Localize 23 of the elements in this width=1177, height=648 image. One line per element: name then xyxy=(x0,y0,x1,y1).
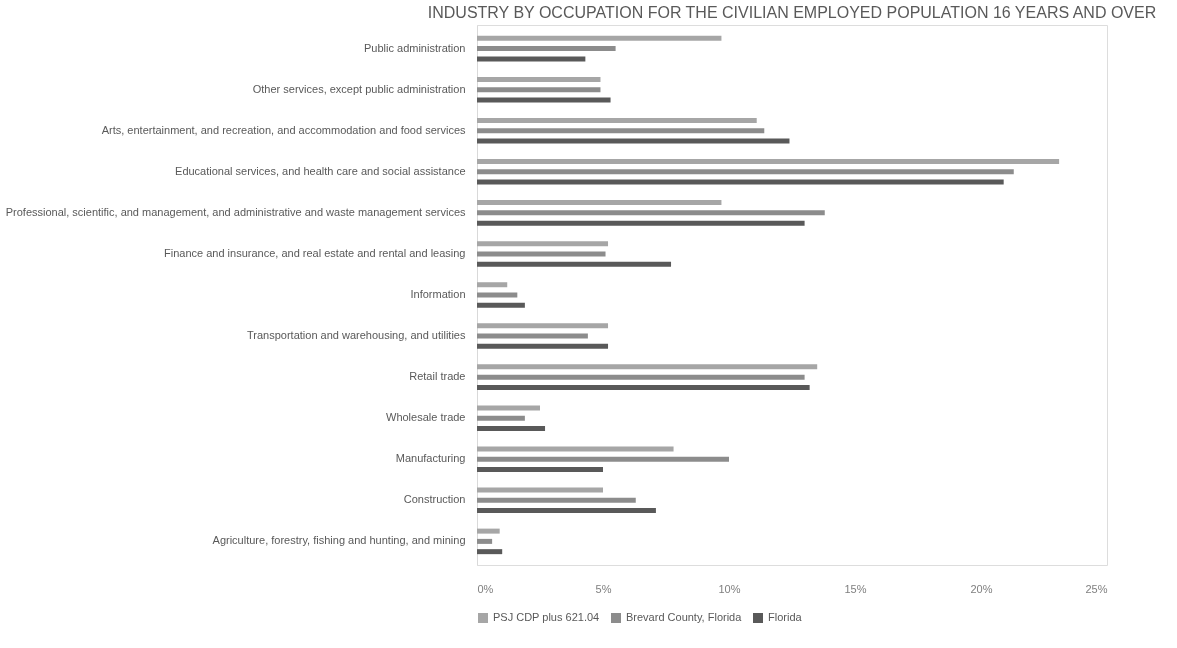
y-tick-label: Agriculture, forestry, fishing and hunting, and mining xyxy=(212,534,466,547)
legend-label: Florida xyxy=(768,611,803,623)
y-tick-label: Manufacturing xyxy=(395,452,466,465)
y-tick-label: Public administration xyxy=(364,41,466,54)
x-tick-label: 25% xyxy=(1085,582,1108,595)
y-tick-label: Retail trade xyxy=(409,370,466,383)
legend-label: PSJ CDP plus 621.04 xyxy=(493,611,600,623)
x-tick-label: 0% xyxy=(477,582,494,595)
y-tick-label: Arts, entertainment, and recreation, and accommodation and food services xyxy=(101,123,466,136)
legend-label: Brevard County, Florida xyxy=(626,611,743,623)
x-tick-label: 20% xyxy=(970,582,993,595)
y-tick-label: Wholesale trade xyxy=(386,411,466,424)
y-tick-label: Information xyxy=(410,288,466,300)
y-tick-label: Construction xyxy=(403,493,466,506)
y-tick-label: Transportation and warehousing, and utilities xyxy=(246,329,466,342)
y-tick-label: Educational services, and health care and social assistance xyxy=(175,164,466,177)
y-tick-label: Other services, except public administration xyxy=(252,82,466,95)
x-tick-label: 5% xyxy=(595,582,612,595)
x-tick-label: 10% xyxy=(718,582,741,595)
y-tick-label: Professional, scientific, and management, and administrative and waste management services xyxy=(5,205,466,218)
x-tick-label: 15% xyxy=(844,582,867,595)
chart-title: INDUSTRY BY OCCUPATION FOR THE CIVILIAN EMPLOYED POPULATION 16 YEARS AND OVER xyxy=(427,4,1157,21)
y-tick-label: Finance and insurance, and real estate and rental and leasing xyxy=(164,246,466,259)
